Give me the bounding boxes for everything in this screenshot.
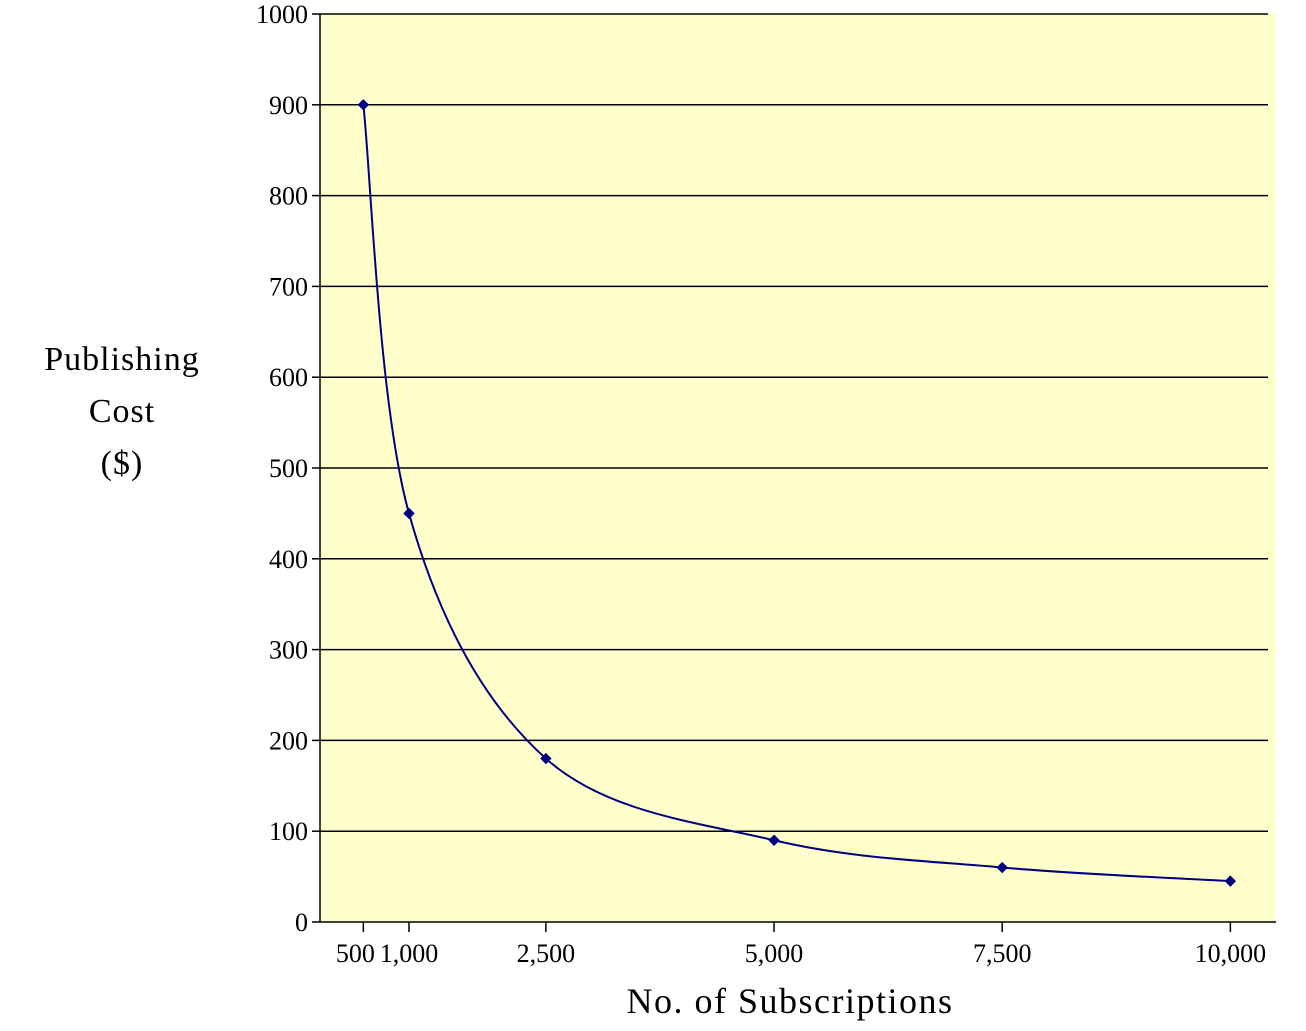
data-point-marker [996,861,1008,874]
x-tick-label: 500 [336,939,375,968]
x-axis-label: No. of Subscriptions [627,981,954,1021]
data-point-marker [1224,875,1237,887]
y-tick-label: 0 [295,908,308,937]
y-axis-label-line: Publishing [44,341,199,378]
gridlines [320,13,1268,832]
series-markers [357,99,1237,887]
y-tick-label: 600 [269,363,308,392]
x-tick-label: 1,000 [380,939,439,968]
y-axis-label-line: ($) [101,445,144,482]
y-axis-label: Publishing Cost ($) [44,341,199,482]
data-point-marker [357,99,370,111]
x-tick-label: 7,500 [973,939,1032,968]
x-tick-label: 10,000 [1195,939,1267,968]
x-tick-label: 2,500 [517,939,576,968]
x-tick-label: 5,000 [745,939,804,968]
data-point-marker [768,834,780,846]
data-point-marker [540,752,552,765]
x-axis-ticks: 500 1,000 2,500 5,000 7,500 10,000 [336,922,1266,968]
y-tick-label: 500 [269,454,308,483]
y-tick-label: 200 [269,726,308,755]
y-tick-label: 400 [269,545,308,574]
series-line [362,104,1231,883]
data-point-marker [403,507,415,520]
y-tick-label: 800 [269,182,308,211]
y-tick-label: 900 [269,91,308,120]
y-axis-ticks: 0 100 200 300 400 500 600 700 800 900 1000 [256,0,320,937]
y-axis-label-line: Cost [89,393,155,430]
y-tick-label: 700 [269,272,308,301]
y-tick-label: 300 [269,636,308,665]
y-tick-label: 1000 [256,0,308,29]
y-tick-label: 100 [269,817,308,846]
